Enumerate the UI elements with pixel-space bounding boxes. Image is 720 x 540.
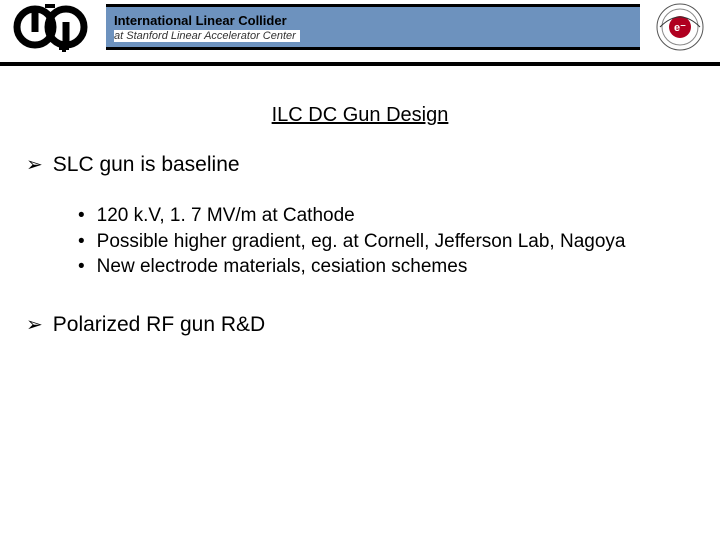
ee-collider-icon xyxy=(0,0,106,54)
bullet-sub-3: New electrode materials, cesiation schem… xyxy=(78,254,704,280)
header-title: International Linear Collider xyxy=(114,13,640,28)
bullet-sub-2-text: Possible higher gradient, eg. at Cornell… xyxy=(97,231,626,252)
header-band: International Linear Collider at Stanfor… xyxy=(0,0,720,54)
bullet-main-1-text: SLC gun is baseline xyxy=(53,153,240,176)
bullet-main-1: SLC gun is baseline xyxy=(16,152,704,177)
bullet-sub-1: 120 k.V, 1. 7 MV/m at Cathode xyxy=(78,203,704,229)
header-subtitle: at Stanford Linear Accelerator Center xyxy=(114,30,300,42)
sub-bullet-list: 120 k.V, 1. 7 MV/m at Cathode Possible h… xyxy=(78,203,704,280)
bullet-main-2: Polarized RF gun R&D xyxy=(16,312,704,337)
slide-content: SLC gun is baseline 120 k.V, 1. 7 MV/m a… xyxy=(16,152,704,363)
bullet-sub-2: Possible higher gradient, eg. at Cornell… xyxy=(78,229,704,255)
polarized-source-emblem-icon: e⁻ xyxy=(640,0,720,54)
bullet-sub-1-text: 120 k.V, 1. 7 MV/m at Cathode xyxy=(97,205,355,226)
bullet-main-2-text: Polarized RF gun R&D xyxy=(53,313,265,336)
header-divider xyxy=(0,62,720,66)
svg-text:e⁻: e⁻ xyxy=(674,22,686,34)
title-band: International Linear Collider at Stanfor… xyxy=(106,4,640,50)
bullet-sub-3-text: New electrode materials, cesiation schem… xyxy=(97,256,468,277)
slide-title: ILC DC Gun Design xyxy=(0,104,720,127)
